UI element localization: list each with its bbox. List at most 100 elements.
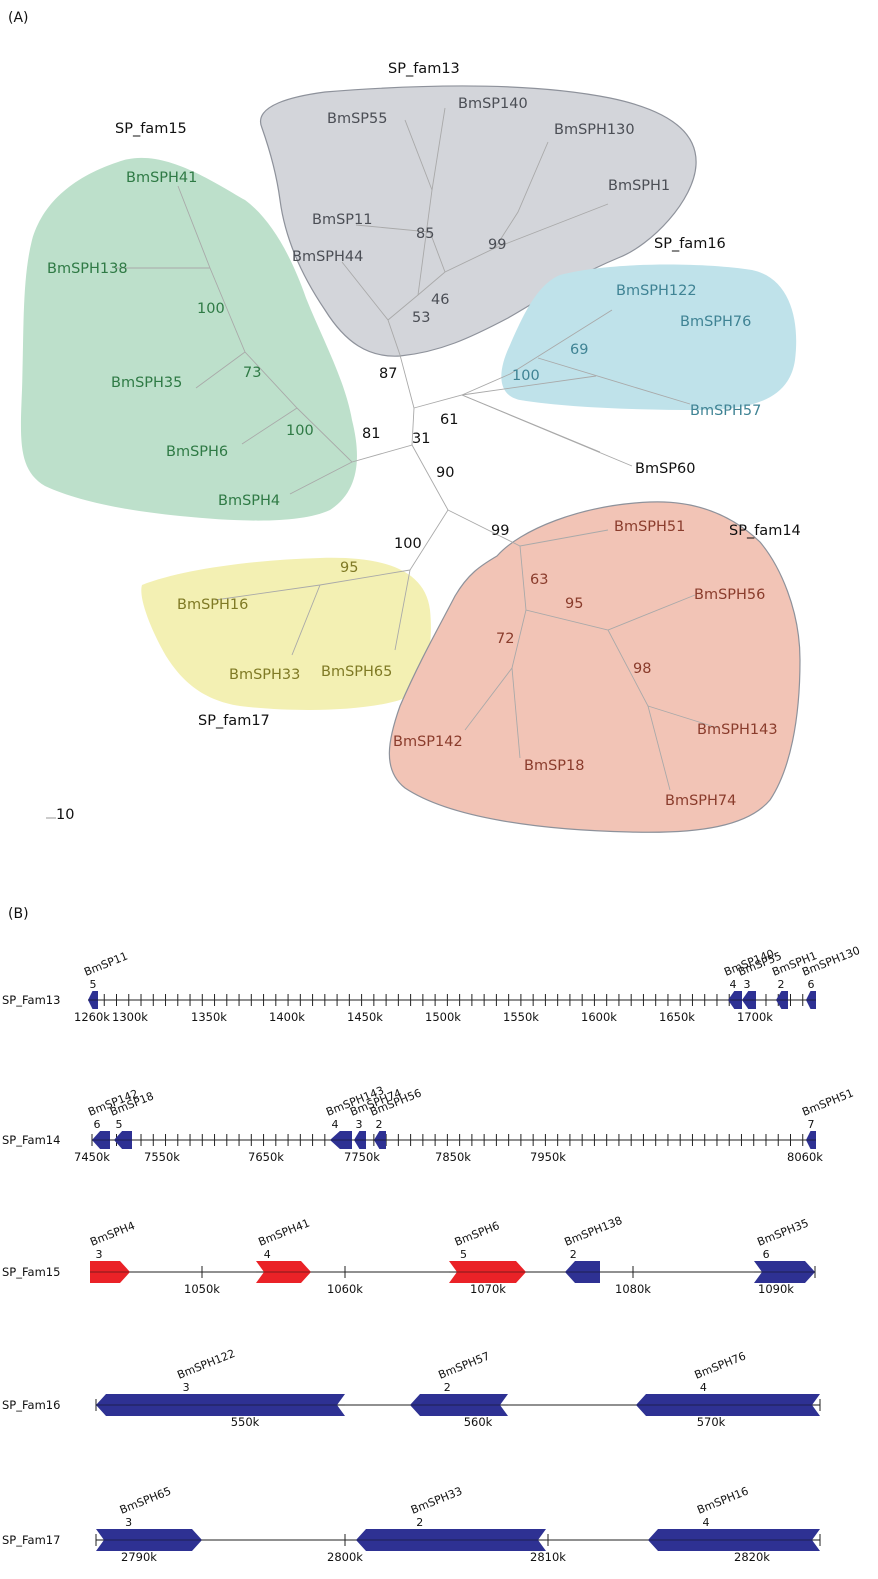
gene-name: BmSPH41	[257, 1216, 312, 1248]
fam14-label: SP_fam14	[729, 523, 801, 539]
tick-label: 570k	[697, 1415, 726, 1429]
leaf-label: BmSPH4	[218, 493, 280, 509]
tick-label: 8060k	[787, 1150, 823, 1164]
tick-label: 560k	[464, 1415, 493, 1429]
bootstrap-value: 61	[440, 412, 458, 428]
bootstrap-value: 87	[379, 366, 397, 382]
fam17-leaves: BmSPH16 BmSPH33 BmSPH65 95	[177, 560, 392, 683]
gene-name: BmSPH76	[693, 1349, 748, 1381]
fam16-blob	[501, 264, 797, 410]
leaf-label: BmSP18	[524, 758, 584, 774]
gene-copy-number: 4	[700, 1381, 707, 1394]
tick-label: 2820k	[734, 1550, 770, 1564]
leaf-label: BmSPH33	[229, 667, 300, 683]
leaf-label: BmSPH35	[111, 375, 182, 391]
bootstrap-value: 73	[243, 365, 261, 381]
backbone-labels: BmSP60 87 61 81 31 90 100 99	[362, 366, 695, 552]
gene-copy-number: 4	[332, 1118, 339, 1131]
panel-a-label: (A)	[8, 10, 29, 26]
track-name: SP_Fam13	[2, 993, 60, 1007]
leaf-label: BmSP11	[312, 212, 372, 228]
leaf-label: BmSPH41	[126, 170, 197, 186]
gene-copy-number: 3	[356, 1118, 363, 1131]
leaf-label: BmSP55	[327, 111, 387, 127]
leaf-label: BmSPH143	[697, 722, 778, 738]
bootstrap-value: 63	[530, 572, 548, 588]
leaf-label: BmSPH6	[166, 444, 228, 460]
bootstrap-value: 90	[436, 465, 454, 481]
gene-name: BmSPH35	[755, 1216, 810, 1248]
bootstrap-value: 99	[491, 523, 509, 539]
leaf-label: BmSPH65	[321, 664, 392, 680]
gene-name: BmSPH138	[563, 1214, 625, 1249]
leaf-label: BmSPH74	[665, 793, 736, 809]
gene-copy-number: 3	[96, 1248, 103, 1261]
leaf-label: BmSPH16	[177, 597, 248, 613]
fam13-label: SP_fam13	[388, 61, 460, 77]
bootstrap-value: 69	[570, 342, 588, 358]
leaf-label: BmSP142	[393, 734, 463, 750]
leaf-label: BmSPH138	[47, 261, 128, 277]
tick-label: 2790k	[121, 1550, 157, 1564]
tick-label: 1050k	[184, 1282, 220, 1296]
gene-name: BmSPH65	[118, 1484, 173, 1516]
gene-copy-number: 3	[125, 1516, 132, 1529]
tick-label: 7750k	[344, 1150, 380, 1164]
tick-label: 7650k	[248, 1150, 284, 1164]
bootstrap-value: 100	[394, 536, 422, 552]
tree-branches	[115, 107, 719, 791]
tick-label: 1060k	[327, 1282, 363, 1296]
leaf-label: BmSPH56	[694, 587, 765, 603]
bootstrap-value: 85	[416, 226, 434, 242]
tick-label: 1550k	[503, 1010, 539, 1024]
gene-name: BmSPH33	[409, 1484, 464, 1516]
tick-label: 1400k	[269, 1010, 305, 1024]
bootstrap-value: 95	[565, 596, 583, 612]
fam15-blob	[20, 157, 357, 521]
fam17-label: SP_fam17	[198, 713, 270, 729]
tick-label: 1600k	[581, 1010, 617, 1024]
gene-copy-number: 5	[116, 1118, 123, 1131]
tick-label: 1070k	[470, 1282, 506, 1296]
tick-label: 1350k	[191, 1010, 227, 1024]
bootstrap-value: 95	[340, 560, 358, 576]
gene-copy-number: 3	[183, 1381, 190, 1394]
track-name: SP_Fam14	[2, 1133, 60, 1147]
bootstrap-value: 53	[412, 310, 430, 326]
tick-label: 1650k	[659, 1010, 695, 1024]
fam15-label: SP_fam15	[115, 121, 187, 137]
gene-name: BmSPH51	[800, 1086, 855, 1118]
track-name: SP_Fam15	[2, 1265, 60, 1279]
gene-name: BmSPH16	[695, 1484, 750, 1516]
gene-copy-number: 6	[763, 1248, 770, 1261]
leaf-label: BmSPH51	[614, 519, 685, 535]
tick-label: 1500k	[425, 1010, 461, 1024]
tick-label: 1300k	[112, 1010, 148, 1024]
gene-copy-number: 4	[703, 1516, 710, 1529]
bootstrap-value: 31	[412, 431, 430, 447]
gene-name: BmSPH57	[437, 1349, 492, 1381]
leaf-label: BmSP140	[458, 96, 528, 112]
gene-copy-number: 2	[778, 978, 785, 991]
bootstrap-value: 81	[362, 426, 380, 442]
gene-copy-number: 6	[94, 1118, 101, 1131]
tick-label: 1090k	[758, 1282, 794, 1296]
leaf-label: BmSPH130	[554, 122, 635, 138]
gene-name: BmSPH4	[88, 1219, 137, 1249]
leaf-label: BmSPH122	[616, 283, 697, 299]
gene-copy-number: 2	[444, 1381, 451, 1394]
tick-label: 7850k	[435, 1150, 471, 1164]
gene-copy-number: 7	[808, 1118, 815, 1131]
bootstrap-value: 98	[633, 661, 651, 677]
gene-copy-number: 4	[264, 1248, 271, 1261]
gene-copy-number: 5	[90, 978, 97, 991]
gene-copy-number: 3	[744, 978, 751, 991]
gene-copy-number: 5	[460, 1248, 467, 1261]
leaf-label: BmSPH76	[680, 314, 751, 330]
bootstrap-value: 100	[512, 368, 540, 384]
tick-label: 1450k	[347, 1010, 383, 1024]
leaf-label: BmSPH57	[690, 403, 761, 419]
